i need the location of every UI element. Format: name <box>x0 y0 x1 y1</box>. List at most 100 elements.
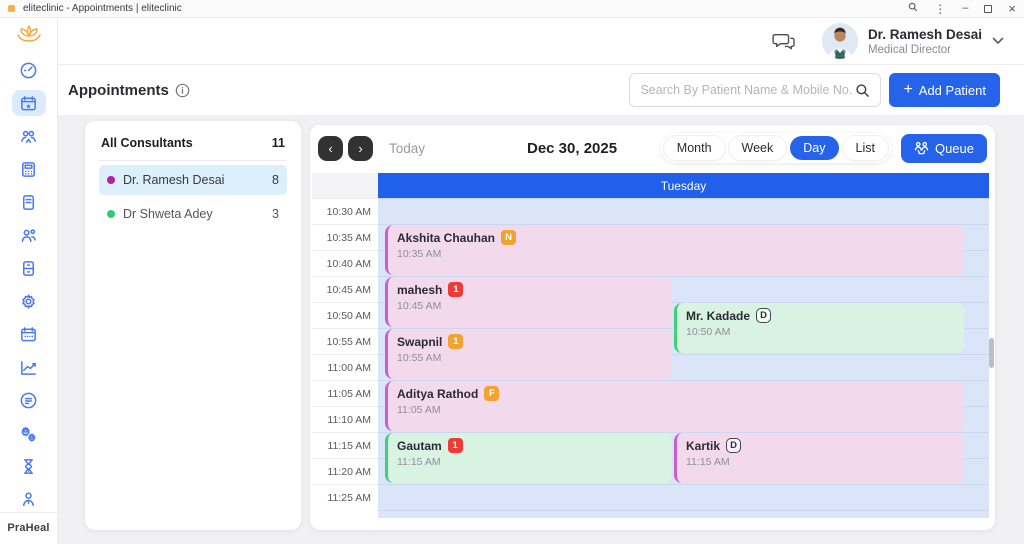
event-badge: F <box>484 386 500 401</box>
time-slot-label: 11:10 AM <box>312 406 378 432</box>
calendar-scrollbar[interactable] <box>989 338 994 368</box>
calendar-event[interactable]: mahesh 1 10:45 AM <box>385 277 672 327</box>
consultant-count: 8 <box>272 173 279 187</box>
gauge-icon <box>20 62 37 78</box>
window-titlebar: eliteclinic - Appointments | eliteclinic… <box>0 0 1024 18</box>
sidebar-item-patients[interactable] <box>12 123 46 149</box>
gear-icon <box>22 294 35 309</box>
prev-day-button[interactable]: ‹ <box>318 135 343 161</box>
chat-button[interactable] <box>772 31 796 51</box>
calendar-event[interactable]: Gautam 1 11:15 AM <box>385 433 672 483</box>
calendar-event[interactable]: Swapnil 1 10:55 AM <box>385 329 672 379</box>
calendar-panel: ‹ › Today Dec 30, 2025 Month Week Day List … <box>310 125 995 530</box>
chevron-down-icon[interactable] <box>992 37 1004 45</box>
kebab-menu-icon[interactable]: ⋮ <box>934 1 947 16</box>
clinic-logo[interactable] <box>0 18 57 49</box>
search-icon[interactable] <box>855 83 870 98</box>
user-role: Medical Director <box>867 43 952 56</box>
event-time: 11:05 AM <box>397 404 441 416</box>
time-slot-label: 10:40 AM <box>312 250 378 276</box>
window-title: eliteclinic - Appointments | eliteclinic <box>23 3 182 14</box>
time-slot-label: 10:45 AM <box>312 276 378 302</box>
people-icon <box>21 228 36 242</box>
time-slot-label: 10:35 AM <box>312 224 378 250</box>
event-time: 10:55 AM <box>397 352 442 364</box>
page-toolbar: Appointments + Add Patient <box>58 65 1024 115</box>
consultant-row-shweta[interactable]: Dr Shweta Adey 3 <box>99 199 287 229</box>
time-slot-label: 11:00 AM <box>312 354 378 380</box>
time-slot-label: 10:50 AM <box>312 302 378 328</box>
day-column[interactable]: Akshita Chauhan N 10:35 AM mahesh 1 10:45 AM M… <box>378 198 989 518</box>
day-schedule: Tuesday 10:30 AM 10:35 AM 10:40 AM 10:45 AM… <box>312 173 989 518</box>
event-badge: 1 <box>447 438 463 453</box>
consultants-total: 11 <box>271 136 285 150</box>
sidebar-item-settings[interactable] <box>12 288 46 314</box>
user-profile[interactable]: Dr. Ramesh Desai Medical Director <box>821 23 1004 59</box>
page-title: Appointments <box>68 82 190 99</box>
lotus-icon <box>16 24 41 42</box>
view-pill-day[interactable]: Day <box>790 136 839 160</box>
event-patient-name: mahesh 1 <box>397 282 663 297</box>
consultant-count: 3 <box>272 207 279 221</box>
next-day-button[interactable]: › <box>348 135 373 161</box>
sidebar-item-reports[interactable] <box>12 354 46 380</box>
event-badge: 1 <box>448 334 464 349</box>
sidebar-item-prescriptions[interactable] <box>12 189 46 215</box>
sidebar-item-appointments[interactable] <box>11 90 46 116</box>
report-icon <box>20 392 37 408</box>
calendar-event[interactable]: Kartik D 11:15 AM <box>674 433 964 483</box>
cabinet-icon <box>22 260 35 276</box>
calendar-event[interactable]: Akshita Chauhan N 10:35 AM <box>385 225 964 275</box>
calendar-event[interactable]: Aditya Rathod F 11:05 AM <box>385 381 964 431</box>
sidebar-item-inventory[interactable] <box>12 255 46 281</box>
view-pill-list[interactable]: List <box>842 136 888 160</box>
calendar-event[interactable]: Mr. Kadade D 10:50 AM <box>674 303 964 353</box>
avatar <box>821 23 858 59</box>
event-patient-name: Akshita Chauhan N <box>397 230 955 245</box>
consultant-row-ramesh[interactable]: Dr. Ramesh Desai 8 <box>99 165 287 195</box>
maximize-icon[interactable] <box>984 4 993 13</box>
event-badge: 1 <box>448 282 464 297</box>
time-slot-label: 11:20 AM <box>312 458 378 484</box>
view-pill-week[interactable]: Week <box>728 136 787 160</box>
sidebar: PraHeal <box>0 18 58 544</box>
search-icon[interactable] <box>908 2 918 15</box>
cogs-icon <box>21 426 36 442</box>
sidebar-item-services[interactable] <box>12 420 46 446</box>
sidebar-item-profile[interactable] <box>12 486 46 512</box>
event-patient-name: Aditya Rathod F <box>397 386 955 401</box>
calendar-icon <box>21 326 36 341</box>
minimize-icon[interactable]: – <box>962 2 969 14</box>
view-toggle-group: Month Week Day List <box>660 133 891 163</box>
queue-button[interactable]: Queue <box>900 133 987 163</box>
search-input[interactable] <box>640 83 856 97</box>
close-icon[interactable]: × <box>1008 1 1016 16</box>
sidebar-item-schedule[interactable] <box>12 321 46 347</box>
sidebar-item-staff[interactable] <box>12 222 46 248</box>
view-pill-month[interactable]: Month <box>663 136 725 160</box>
current-date: Dec 30, 2025 <box>527 139 618 157</box>
sidebar-item-documents[interactable] <box>12 387 46 413</box>
add-patient-button[interactable]: + Add Patient <box>889 73 1000 107</box>
event-patient-name: Kartik D <box>686 438 955 453</box>
calculator-icon <box>22 161 35 177</box>
people-network-icon <box>914 141 929 155</box>
time-column: 10:30 AM 10:35 AM 10:40 AM 10:45 AM 10:50 AM… <box>312 198 378 518</box>
chat-bubbles-icon <box>772 33 795 50</box>
calendar-toolbar: ‹ › Today Dec 30, 2025 Month Week Day List … <box>310 125 995 171</box>
user-name: Dr. Ramesh Desai <box>867 26 982 42</box>
event-time: 10:50 AM <box>686 326 731 338</box>
sidebar-item-dashboard[interactable] <box>12 57 46 83</box>
note-icon <box>22 194 35 210</box>
sidebar-item-billing[interactable] <box>12 156 46 182</box>
time-column-header <box>312 173 378 198</box>
time-slot-label: 11:25 AM <box>312 484 378 510</box>
time-slot-label: 10:55 AM <box>312 328 378 354</box>
info-icon[interactable] <box>175 83 190 98</box>
patient-search <box>629 73 882 107</box>
calendar-star-icon <box>21 95 36 110</box>
sidebar-item-history[interactable] <box>12 453 46 479</box>
consultants-panel: All Consultants 11 Dr. Ramesh Desai 8 Dr… <box>85 121 301 530</box>
time-slot-label: 11:15 AM <box>312 432 378 458</box>
today-button[interactable]: Today <box>389 140 426 156</box>
